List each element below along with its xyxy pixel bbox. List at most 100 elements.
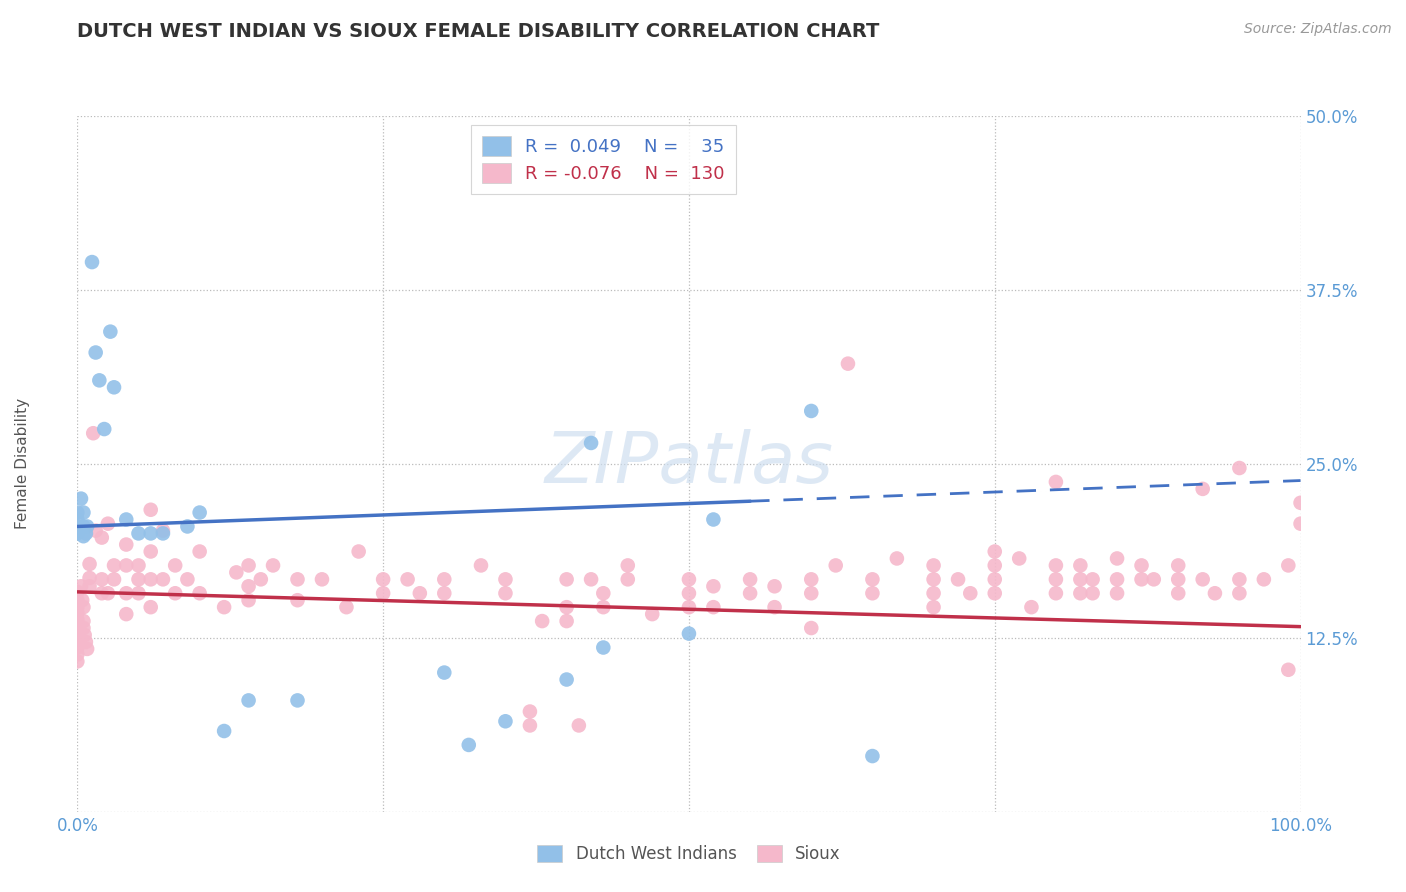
Point	[702, 600, 724, 615]
Point	[115, 586, 138, 600]
Point	[800, 586, 823, 600]
Point	[1045, 558, 1067, 573]
Point	[984, 544, 1007, 558]
Point	[1045, 572, 1067, 586]
Point	[1107, 572, 1129, 586]
Point	[66, 640, 89, 655]
Point	[127, 526, 149, 541]
Point	[862, 572, 884, 586]
Point	[66, 593, 89, 607]
Point	[396, 572, 419, 586]
Point	[72, 529, 94, 543]
Point	[592, 600, 614, 615]
Point	[641, 607, 664, 621]
Point	[75, 526, 97, 541]
Point	[555, 572, 578, 586]
Point	[212, 600, 235, 615]
Point	[555, 600, 578, 615]
Point	[1277, 663, 1299, 677]
Point	[495, 714, 517, 729]
Point	[495, 572, 517, 586]
Point	[212, 724, 235, 739]
Point	[70, 491, 93, 506]
Point	[1289, 516, 1312, 531]
Point	[1008, 551, 1031, 566]
Point	[84, 524, 107, 538]
Text: ZIPatlas: ZIPatlas	[544, 429, 834, 499]
Point	[93, 422, 115, 436]
Point	[800, 621, 823, 635]
Point	[984, 572, 1007, 586]
Point	[371, 572, 394, 586]
Point	[1191, 572, 1213, 586]
Point	[66, 620, 89, 634]
Point	[335, 600, 357, 615]
Point	[97, 586, 120, 600]
Point	[1167, 558, 1189, 573]
Point	[740, 572, 762, 586]
Point	[946, 572, 969, 586]
Point	[72, 506, 94, 520]
Point	[238, 693, 260, 707]
Point	[139, 526, 162, 541]
Point	[84, 345, 107, 359]
Point	[922, 558, 945, 573]
Point	[250, 572, 273, 586]
Point	[76, 641, 98, 656]
Point	[1143, 572, 1166, 586]
Point	[678, 586, 700, 600]
Point	[1081, 572, 1104, 586]
Point	[66, 506, 89, 520]
Point	[1167, 586, 1189, 600]
Point	[433, 665, 456, 680]
Point	[1069, 586, 1091, 600]
Point	[470, 558, 492, 573]
Point	[139, 544, 162, 558]
Point	[90, 572, 112, 586]
Point	[1167, 572, 1189, 586]
Point	[75, 635, 97, 649]
Point	[238, 558, 260, 573]
Point	[238, 579, 260, 593]
Point	[90, 531, 112, 545]
Point	[115, 537, 138, 551]
Point	[139, 502, 162, 516]
Point	[103, 380, 125, 394]
Point	[1107, 551, 1129, 566]
Point	[922, 572, 945, 586]
Point	[837, 357, 859, 371]
Point	[1069, 558, 1091, 573]
Point	[433, 586, 456, 600]
Point	[287, 693, 309, 707]
Point	[555, 614, 578, 628]
Point	[66, 626, 89, 640]
Point	[176, 572, 198, 586]
Point	[66, 585, 89, 599]
Point	[70, 593, 93, 607]
Point	[1229, 461, 1251, 475]
Point	[82, 426, 104, 441]
Point	[66, 613, 89, 627]
Point	[103, 572, 125, 586]
Point	[1021, 600, 1043, 615]
Point	[824, 558, 846, 573]
Point	[1045, 475, 1067, 489]
Point	[1191, 482, 1213, 496]
Point	[311, 572, 333, 586]
Point	[531, 614, 554, 628]
Point	[165, 586, 187, 600]
Point	[579, 572, 602, 586]
Point	[225, 566, 247, 580]
Point	[678, 600, 700, 615]
Point	[72, 614, 94, 628]
Point	[984, 558, 1007, 573]
Point	[457, 738, 479, 752]
Point	[66, 606, 89, 620]
Point	[66, 600, 89, 615]
Point	[702, 512, 724, 526]
Point	[66, 526, 89, 541]
Point	[70, 579, 93, 593]
Point	[371, 586, 394, 600]
Point	[139, 572, 162, 586]
Point	[66, 648, 89, 662]
